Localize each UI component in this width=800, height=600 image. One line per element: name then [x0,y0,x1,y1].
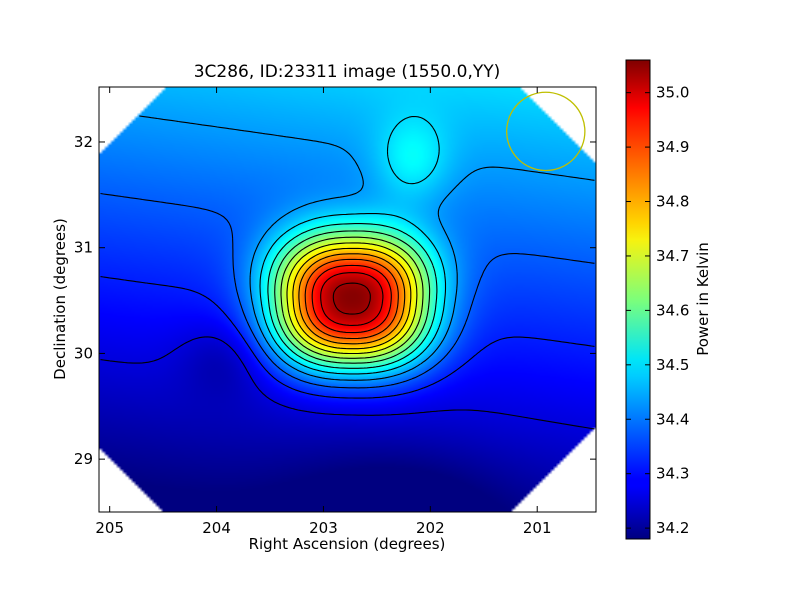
colorbar-tick-label: 34.2 [656,519,689,537]
x-tick-label: 201 [523,519,552,537]
colorbar-gradient [625,59,651,540]
contour-line [311,264,392,334]
colorbar-tick-label: 35.0 [656,84,689,102]
x-axis: 205 204 203 202 201 [95,87,552,537]
colorbar-tick-label: 34.3 [656,465,689,483]
contour-line [267,223,438,369]
contour-lines [100,115,595,430]
chart-title: 3C286, ID:23311 image (1550.0,YY) [194,62,501,82]
y-axis-label: Declination (degrees) [51,218,69,380]
x-tick-label: 203 [309,519,338,537]
contour-line [100,276,595,399]
colorbar-label: Power in Kelvin [694,242,712,356]
y-axis: 29 30 31 32 [74,133,596,468]
contour-line [286,242,418,355]
colorbar-tick-label: 34.4 [656,410,689,428]
plot-frame [98,86,597,513]
contour-line [280,236,424,359]
colorbar-tick-label: 34.6 [656,301,689,319]
y-tick-label: 31 [74,239,93,257]
colorbar-tick-label: 34.7 [656,247,689,265]
colorbar-tick-label: 34.8 [656,193,689,211]
y-tick-label: 30 [74,344,93,362]
colorbar-tick-label: 34.9 [656,138,689,156]
contour-line [100,336,595,430]
colorbar: 34.2 34.3 34.4 34.5 34.6 34.7 34.8 34.9 35.0 Pow… [625,59,712,540]
contour-line [298,253,406,345]
contour-line [139,115,595,381]
y-tick-label: 29 [74,450,93,468]
colorbar-ticks: 34.2 34.3 34.4 34.5 34.6 34.7 34.8 34.9 35.0 [626,84,689,537]
y-tick-label: 32 [74,133,93,151]
contour-line [100,192,595,389]
colorbar-tick-label: 34.5 [656,356,689,374]
x-tick-label: 202 [416,519,445,537]
contour-line [292,247,412,350]
contour-line [274,230,431,364]
contour-line [259,115,447,375]
heatmap-area [99,87,596,512]
x-axis-label: Right Ascension (degrees) [249,535,446,553]
contour-line [304,258,399,340]
x-tick-label: 204 [202,519,231,537]
beam-circle [505,91,586,172]
x-tick-label: 205 [95,519,124,537]
heatmap-image [99,87,596,512]
contour-line [332,282,371,315]
contour-line [320,272,384,326]
